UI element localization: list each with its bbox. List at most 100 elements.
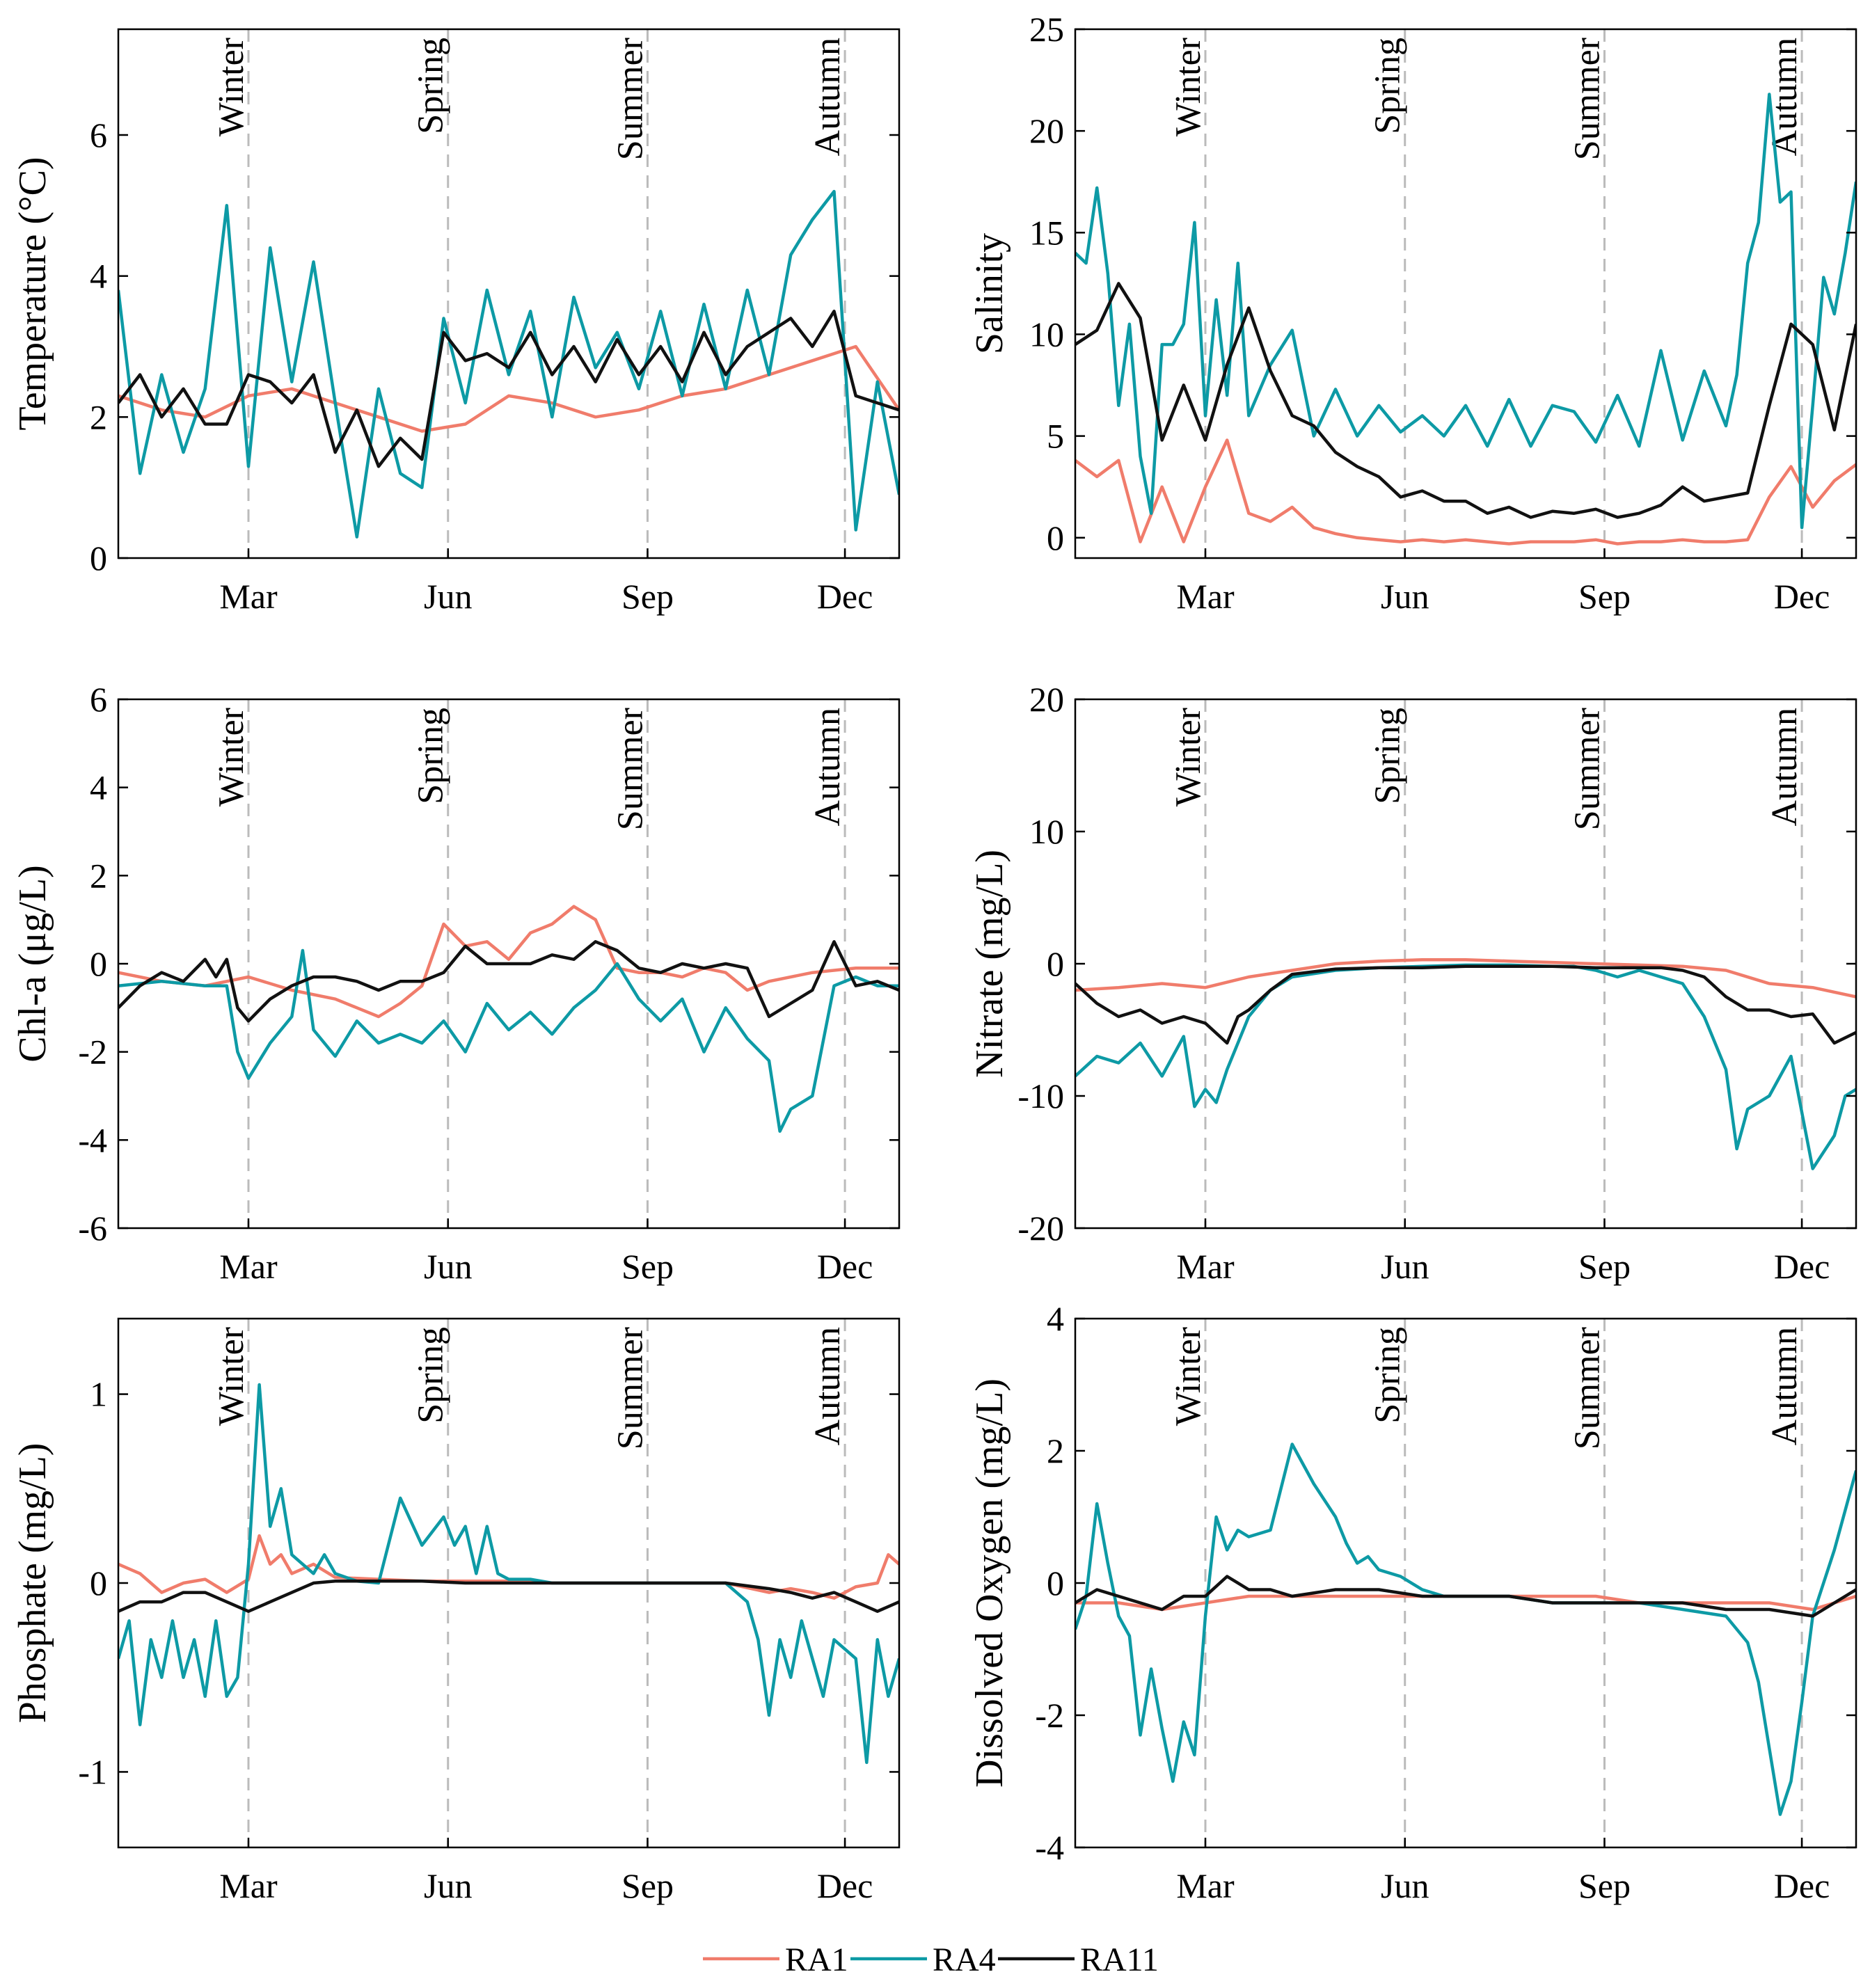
y-tick-label: -1: [78, 1752, 107, 1791]
y-tick-label: -6: [78, 1209, 107, 1248]
season-label: Summer: [1567, 1327, 1607, 1449]
x-tick-label: Dec: [817, 577, 873, 616]
x-tick-label: Mar: [219, 577, 278, 616]
series-line-ra4: [1075, 1442, 1856, 1816]
season-label: Summer: [610, 1327, 650, 1449]
y-tick-label: 10: [1029, 315, 1064, 353]
series-line-ra11: [118, 1580, 899, 1613]
season-label: Spring: [411, 1327, 451, 1424]
y-tick-label: 10: [1029, 812, 1064, 851]
season-label: Winter: [212, 708, 251, 806]
series-line-ra4: [1075, 93, 1856, 530]
chart-panel-5: Winter Spring Summer Autumn -1 0 1 Mar Jun Sep Dec…: [11, 1317, 901, 1905]
series-line-ra4: [118, 948, 899, 1133]
y-tick-label: -4: [1035, 1828, 1064, 1867]
y-axis-label: Salinity: [968, 233, 1011, 354]
plot-frame: [117, 28, 901, 559]
season-label: Winter: [1168, 708, 1208, 806]
chart-panel-3: Winter Spring Summer Autumn -6 -4 -2 0 2 4 6 Mar Jun…: [11, 680, 901, 1286]
y-tick-label: 2: [90, 856, 107, 895]
chart-panel-2: Winter Spring Summer Autumn 0 5 10 15 20 25 Mar Jun…: [968, 10, 1857, 616]
x-tick-label: Dec: [817, 1247, 873, 1286]
y-tick-label: 0: [90, 944, 107, 983]
x-tick-label: Jun: [1381, 1866, 1429, 1905]
y-axis-label: Chl-a (μg/L): [11, 865, 54, 1063]
x-tick-label: Jun: [424, 577, 472, 616]
legend-label-ra1: RA1: [785, 1941, 848, 1978]
y-tick-label: 4: [1047, 1299, 1064, 1338]
x-tick-label: Mar: [1176, 1866, 1235, 1905]
x-tick-label: Dec: [1774, 577, 1830, 616]
y-tick-label: 20: [1029, 111, 1064, 150]
legend-label-ra11: RA11: [1080, 1941, 1159, 1978]
season-label: Autumn: [808, 38, 848, 156]
season-label: Winter: [212, 1327, 251, 1426]
season-label: Summer: [1567, 38, 1607, 160]
season-label: Autumn: [1765, 38, 1805, 156]
x-tick-label: Dec: [817, 1866, 873, 1905]
x-tick-label: Sep: [621, 1247, 674, 1286]
y-tick-label: 0: [90, 539, 107, 578]
season-label: Spring: [411, 708, 451, 804]
y-axis-label: Temperature (°C): [11, 157, 54, 430]
season-label: Autumn: [1765, 1327, 1805, 1445]
plot-frame: [1074, 28, 1857, 559]
y-tick-label: 15: [1029, 213, 1064, 252]
y-tick-label: 0: [1047, 1564, 1064, 1603]
legend: RA1 RA4 RA11: [703, 1941, 1159, 1978]
y-tick-label: -4: [78, 1120, 107, 1159]
x-tick-label: Sep: [1578, 1866, 1631, 1905]
y-tick-label: -20: [1017, 1209, 1064, 1248]
series-line-ra11: [118, 310, 899, 468]
y-tick-label: 0: [90, 1564, 107, 1603]
series-line-ra1: [1075, 438, 1856, 546]
x-tick-label: Sep: [1578, 577, 1631, 616]
x-tick-label: Jun: [424, 1866, 472, 1905]
season-label: Summer: [1567, 708, 1607, 830]
y-axis-label: Dissolved Oxygen (mg/L): [968, 1378, 1011, 1788]
x-tick-label: Jun: [1381, 577, 1429, 616]
x-tick-label: Mar: [1176, 577, 1235, 616]
chart-panel-6: Winter Spring Summer Autumn -4 -2 0 2 4 Mar Jun Sep…: [968, 1299, 1857, 1905]
x-tick-label: Jun: [1381, 1247, 1429, 1286]
x-tick-label: Mar: [219, 1247, 278, 1286]
season-label: Autumn: [808, 1327, 848, 1445]
y-tick-label: 25: [1029, 10, 1064, 49]
x-tick-label: Sep: [621, 1866, 674, 1905]
y-tick-label: 20: [1029, 680, 1064, 719]
legend-label-ra4: RA4: [933, 1941, 996, 1978]
y-tick-label: 6: [90, 680, 107, 719]
x-tick-label: Jun: [424, 1247, 472, 1286]
series-line-ra4: [118, 189, 899, 539]
series-line-ra11: [118, 940, 899, 1023]
y-axis-label: Phosphate (mg/L): [11, 1443, 54, 1724]
season-label: Summer: [610, 38, 650, 160]
series-line-ra4: [1075, 963, 1856, 1170]
x-tick-label: Dec: [1774, 1247, 1830, 1286]
y-tick-label: 5: [1047, 417, 1064, 456]
y-tick-label: 1: [90, 1375, 107, 1414]
series-line-ra1: [1075, 958, 1856, 999]
season-label: Winter: [212, 38, 251, 136]
y-tick-label: 4: [90, 257, 107, 296]
x-tick-label: Mar: [1176, 1247, 1235, 1286]
y-axis-label: Nitrate (mg/L): [968, 850, 1011, 1078]
series-line-ra1: [118, 1534, 899, 1600]
season-label: Summer: [610, 708, 650, 830]
y-tick-label: 6: [90, 116, 107, 154]
season-label: Spring: [1368, 38, 1408, 134]
series-line-ra11: [1075, 964, 1856, 1045]
y-tick-label: 0: [1047, 518, 1064, 557]
series-line-ra11: [1075, 282, 1856, 519]
season-label: Winter: [1168, 38, 1208, 136]
series-line-ra11: [1075, 1575, 1856, 1618]
season-label: Winter: [1168, 1327, 1208, 1426]
y-tick-label: -2: [78, 1033, 107, 1072]
x-tick-label: Sep: [621, 577, 674, 616]
y-tick-label: -2: [1035, 1696, 1064, 1735]
series-line-ra1: [118, 344, 899, 433]
chart-panel-4: Winter Spring Summer Autumn -20 -10 0 10 20 Mar Ju…: [968, 680, 1857, 1286]
y-tick-label: 2: [1047, 1431, 1064, 1470]
y-tick-label: 4: [90, 768, 107, 807]
